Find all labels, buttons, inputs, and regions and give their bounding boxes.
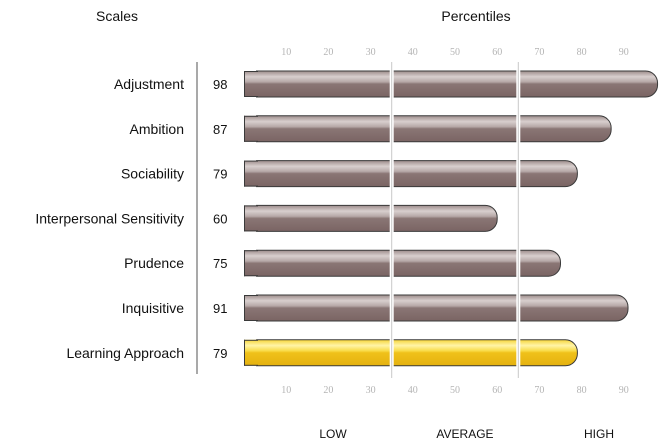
tick-label-bottom: 30 (366, 385, 376, 396)
scale-label: Sociability (121, 166, 184, 182)
tick-label-top: 30 (366, 47, 376, 58)
bar (243, 70, 659, 98)
scale-label: Prudence (124, 255, 184, 271)
bar (243, 204, 498, 232)
tick-label-bottom: 40 (408, 385, 418, 396)
tick-label-bottom: 50 (450, 385, 460, 396)
scale-label: Adjustment (114, 76, 184, 92)
scale-label: Learning Approach (66, 345, 184, 361)
score-value: 87 (213, 122, 227, 137)
bar-left-edge (244, 115, 257, 142)
scale-rows: Adjustment 98 Ambition 87 Sociability 79 Inter… (35, 76, 227, 361)
bar (243, 115, 612, 143)
score-value: 60 (213, 211, 227, 226)
scales-header: Scales (96, 8, 138, 24)
scale-label: Interpersonal Sensitivity (35, 210, 184, 226)
bar (243, 249, 561, 277)
bottom-tick-labels: 10 20 30 40 50 60 70 80 90 (281, 385, 629, 396)
top-tick-labels: 10 20 30 40 50 60 70 80 90 (281, 47, 629, 58)
bar (243, 294, 629, 322)
tick-label-bottom: 60 (492, 385, 502, 396)
bar (243, 160, 578, 188)
tick-label-bottom: 20 (323, 385, 333, 396)
scale-label: Inquisitive (122, 300, 184, 316)
bar-left-edge (244, 339, 257, 366)
tick-label-top: 20 (323, 47, 333, 58)
tick-label-top: 10 (281, 47, 291, 58)
score-value: 79 (213, 346, 227, 361)
tick-label-top: 50 (450, 47, 460, 58)
tick-label-top: 40 (408, 47, 418, 58)
score-value: 91 (213, 301, 227, 316)
tick-label-bottom: 80 (577, 385, 587, 396)
tick-label-bottom: 90 (619, 385, 629, 396)
band-dividers (389, 62, 521, 378)
bar-highlighted (243, 339, 578, 367)
bar-left-edge (244, 160, 257, 187)
percentiles-header: Percentiles (441, 8, 510, 24)
tick-label-top: 90 (619, 47, 629, 58)
tick-label-bottom: 10 (281, 385, 291, 396)
bar-left-edge (244, 250, 257, 277)
tick-label-top: 80 (577, 47, 587, 58)
bar-left-edge (244, 295, 257, 321)
bar-left-edge (244, 71, 257, 97)
score-value: 98 (213, 77, 227, 92)
score-value: 75 (213, 256, 227, 271)
percentile-bars (243, 70, 659, 367)
tick-label-top: 60 (492, 47, 502, 58)
band-label-average: AVERAGE (436, 427, 493, 441)
bar-left-edge (244, 205, 257, 232)
tick-label-top: 70 (534, 47, 544, 58)
score-value: 79 (213, 167, 227, 182)
band-label-low: LOW (319, 427, 347, 441)
band-label-high: HIGH (584, 427, 614, 441)
tick-label-bottom: 70 (534, 385, 544, 396)
scale-label: Ambition (130, 121, 184, 137)
